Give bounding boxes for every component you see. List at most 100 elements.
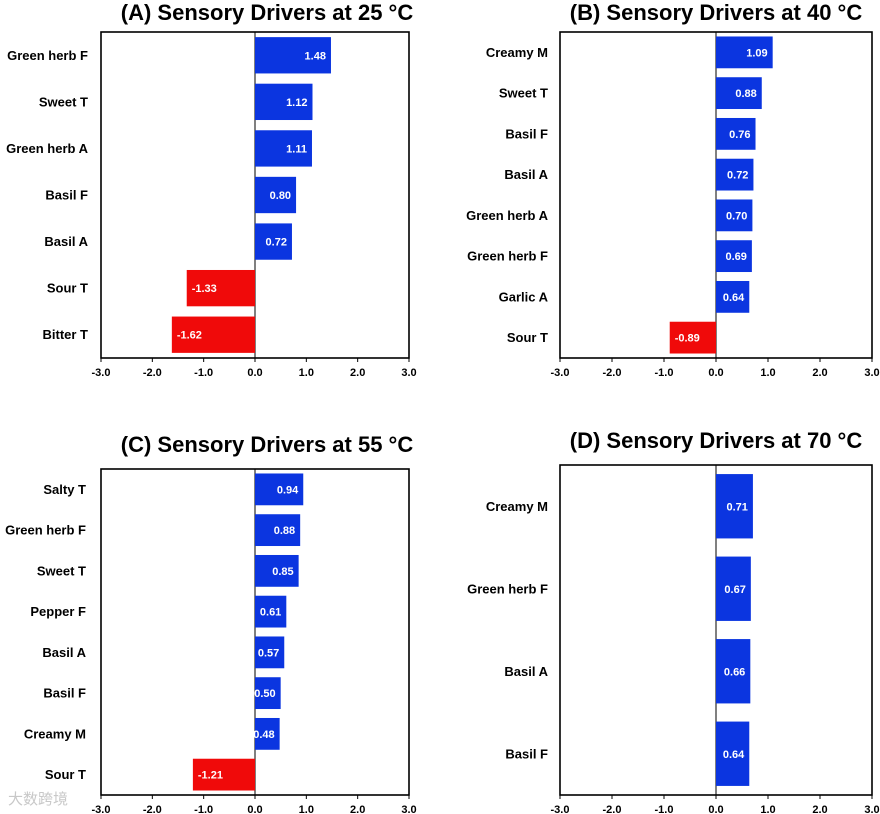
category-label: Basil A — [42, 645, 86, 660]
bar — [255, 677, 281, 710]
category-label: Sweet T — [499, 86, 548, 101]
category-label: Green herb A — [466, 208, 548, 223]
x-tick-label: 2.0 — [812, 367, 827, 379]
bar — [255, 223, 292, 260]
category-label: Sour T — [507, 330, 548, 345]
x-tick-label: -1.0 — [194, 367, 213, 379]
chart-panel-1: (A) Sensory Drivers at 25 °C 1.48 Green he… — [6, 0, 417, 379]
bar — [716, 556, 751, 621]
bar — [669, 321, 716, 354]
data-label: 1.09 — [746, 47, 767, 59]
data-label: 0.57 — [258, 647, 279, 659]
category-label: Garlic A — [499, 289, 549, 304]
data-label: -1.62 — [177, 330, 202, 342]
category-label: Basil F — [505, 746, 548, 761]
bar — [255, 473, 304, 506]
data-label: 0.48 — [253, 729, 274, 741]
data-label: 0.66 — [724, 666, 745, 678]
data-label: -1.21 — [198, 770, 223, 782]
x-tick-label: 0.0 — [247, 367, 262, 379]
category-label: Green herb F — [7, 48, 88, 63]
x-tick-label: 1.0 — [299, 804, 314, 814]
x-tick-label: -3.0 — [551, 804, 570, 814]
x-tick-label: -1.0 — [655, 804, 674, 814]
category-label: Basil A — [504, 167, 548, 182]
category-label: Sweet T — [39, 94, 88, 109]
category-label: Green herb F — [467, 581, 548, 596]
bar — [255, 554, 299, 587]
x-tick-label: -3.0 — [551, 367, 570, 379]
bar — [716, 199, 753, 232]
data-label: 0.76 — [729, 129, 750, 141]
bar — [716, 158, 754, 191]
x-tick-label: 3.0 — [864, 367, 879, 379]
category-label: Sour T — [45, 767, 86, 782]
bar — [192, 758, 255, 791]
x-tick-label: -2.0 — [603, 804, 622, 814]
category-label: Sweet T — [37, 563, 86, 578]
bar — [255, 176, 297, 214]
x-tick-label: 3.0 — [864, 804, 879, 814]
chart-panel-2: (B) Sensory Drivers at 40 °C 1.09 Creamy M… — [466, 0, 880, 379]
bar — [716, 117, 756, 150]
bar — [255, 636, 285, 669]
watermark-text: 大数跨境 — [8, 790, 68, 808]
category-label: Creamy M — [486, 499, 548, 514]
data-label: 0.71 — [726, 501, 747, 513]
data-label: 0.70 — [726, 210, 747, 222]
x-tick-label: 0.0 — [708, 804, 723, 814]
x-tick-label: 3.0 — [401, 367, 416, 379]
data-label: -0.89 — [675, 333, 700, 345]
bar — [255, 83, 313, 121]
category-label: Basil F — [45, 188, 88, 203]
category-label: Creamy M — [24, 726, 86, 741]
x-tick-label: 2.0 — [812, 804, 827, 814]
data-label: 0.61 — [260, 607, 281, 619]
category-label: Green herb F — [5, 523, 86, 538]
x-tick-label: -2.0 — [143, 367, 162, 379]
data-label: 0.64 — [723, 749, 745, 761]
x-tick-label: 1.0 — [299, 367, 314, 379]
bar — [171, 316, 255, 353]
bar — [186, 269, 255, 307]
x-tick-label: -2.0 — [603, 367, 622, 379]
x-tick-label: 0.0 — [708, 367, 723, 379]
bar — [716, 36, 773, 69]
x-tick-label: -1.0 — [194, 804, 213, 814]
bar — [255, 717, 280, 750]
x-tick-label: 1.0 — [760, 367, 775, 379]
data-label: 0.50 — [254, 688, 275, 700]
x-tick-label: 2.0 — [350, 804, 365, 814]
category-label: Bitter T — [43, 327, 89, 342]
data-label: 0.88 — [735, 88, 756, 100]
chart-title: (C) Sensory Drivers at 55 °C — [121, 432, 414, 457]
chart-panel-4: (D) Sensory Drivers at 70 °C 0.71 Creamy M… — [467, 428, 880, 814]
bar — [716, 474, 753, 539]
bar — [716, 240, 752, 273]
x-tick-label: 0.0 — [247, 804, 262, 814]
x-tick-label: -3.0 — [92, 367, 111, 379]
chart-title: (B) Sensory Drivers at 40 °C — [570, 0, 863, 25]
x-tick-label: 1.0 — [760, 804, 775, 814]
bar — [716, 280, 750, 313]
category-label: Salty T — [43, 482, 86, 497]
data-label: -1.33 — [192, 283, 217, 295]
category-label: Basil F — [505, 126, 548, 141]
category-label: Basil A — [44, 234, 88, 249]
bar — [255, 37, 331, 74]
x-tick-label: -1.0 — [655, 367, 674, 379]
data-label: 0.94 — [277, 484, 299, 496]
data-label: 0.64 — [723, 292, 745, 304]
category-label: Basil A — [504, 664, 548, 679]
chart-panel-3: (C) Sensory Drivers at 55 °C 0.94 Salty T 0… — [5, 432, 417, 814]
chart-title: (D) Sensory Drivers at 70 °C — [570, 428, 863, 453]
data-label: 0.67 — [724, 584, 745, 596]
bar — [255, 595, 287, 628]
data-label: 0.80 — [270, 190, 291, 202]
category-label: Green herb F — [467, 249, 548, 264]
x-tick-label: -2.0 — [143, 804, 162, 814]
x-tick-label: 2.0 — [350, 367, 365, 379]
x-tick-label: 3.0 — [401, 804, 416, 814]
category-label: Creamy M — [486, 45, 548, 60]
